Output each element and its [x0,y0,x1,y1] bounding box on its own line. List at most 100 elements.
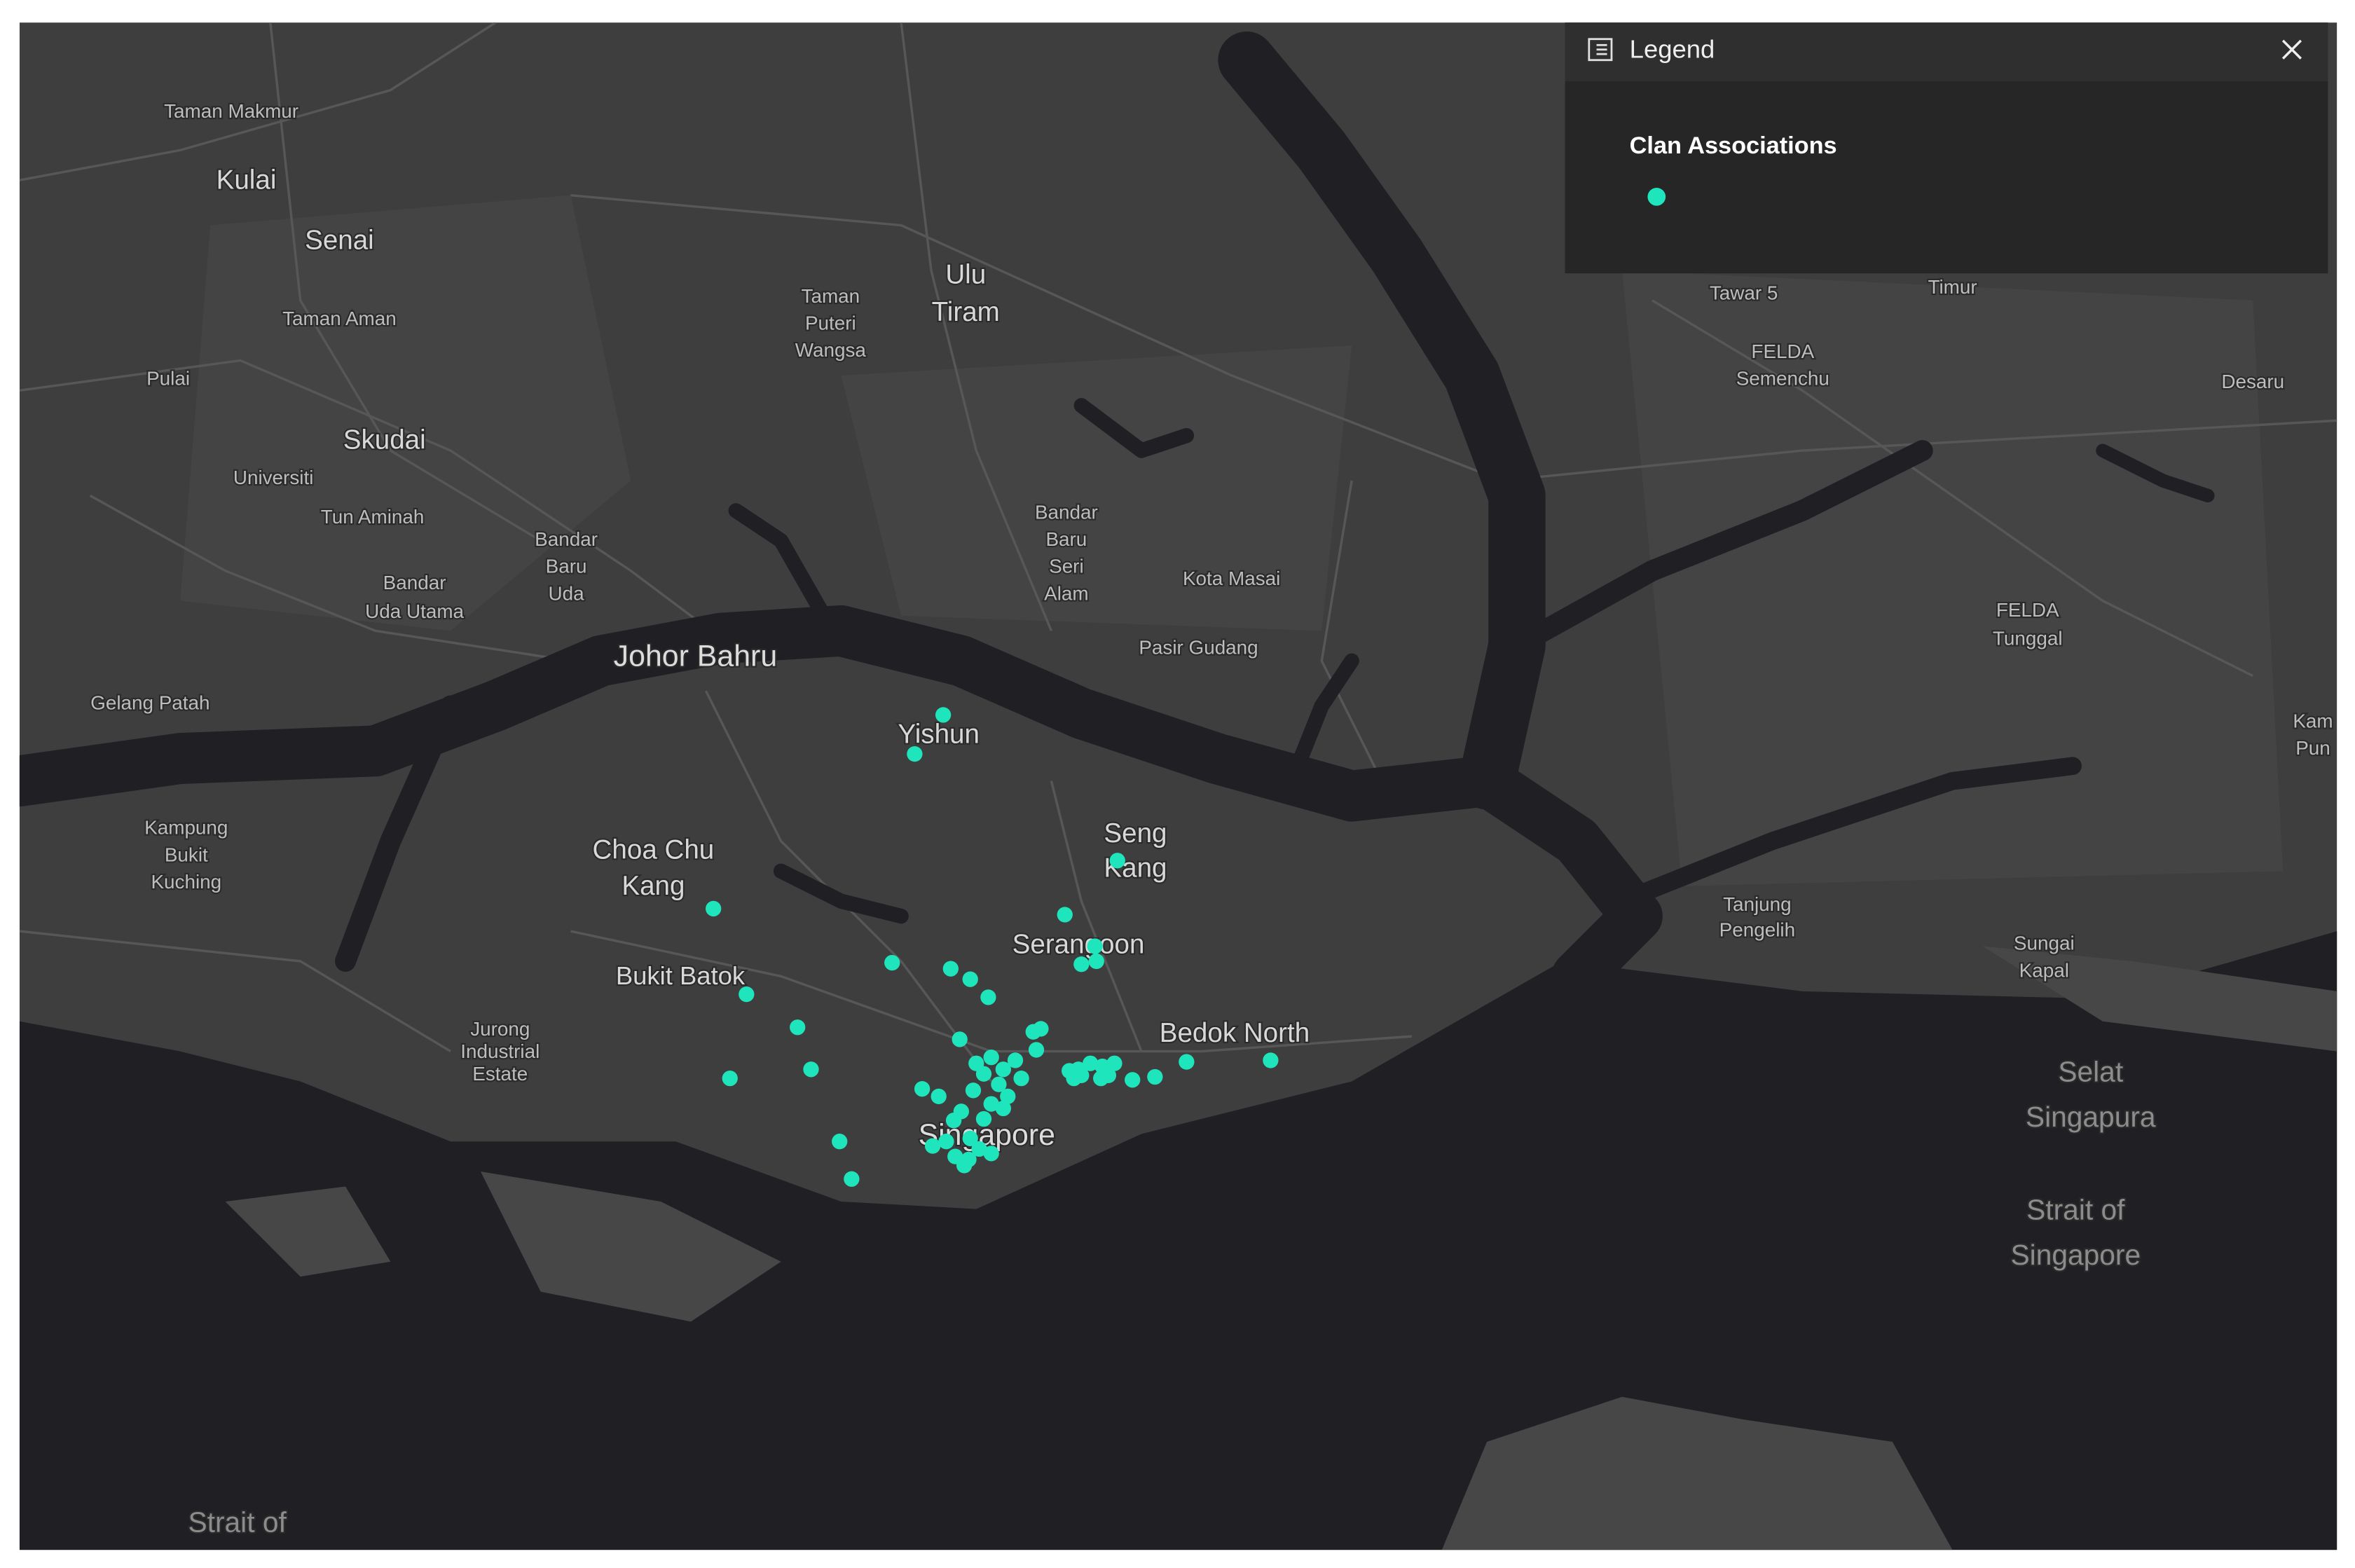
legend-header [1565,22,2328,81]
place-label: Taman [802,285,860,307]
clan-association-point[interactable] [1000,1088,1016,1105]
place-label: Kulai [217,165,277,195]
place-label: Jurong [470,1018,530,1040]
clan-association-point[interactable] [884,954,900,971]
place-label: Singapura [2026,1101,2156,1133]
clan-association-point[interactable] [1066,1071,1082,1087]
clan-association-point[interactable] [971,1141,987,1157]
place-label: FELDA [1996,599,2059,621]
clan-association-point[interactable] [975,1110,992,1127]
basemap [19,22,2337,1550]
clan-association-point[interactable] [942,961,959,977]
legend-close[interactable] [2281,39,2302,60]
place-label: Bukit Batok [616,961,746,990]
clan-association-point[interactable] [995,1100,1012,1117]
clan-association-point[interactable] [1179,1054,1195,1070]
clan-association-point[interactable] [935,707,952,723]
clan-association-point[interactable] [1263,1052,1279,1068]
clan-association-point[interactable] [983,1146,999,1162]
clan-association-point[interactable] [962,971,978,987]
clan-association-point[interactable] [924,1138,941,1154]
place-label: Tanjung [1723,893,1792,915]
clan-association-point[interactable] [706,900,722,917]
clan-association-point[interactable] [1057,907,1073,923]
clan-association-point[interactable] [1028,1042,1045,1058]
clan-association-point[interactable] [983,1050,999,1066]
place-label: Choa Chu [593,835,715,865]
clan-association-point[interactable] [1088,953,1104,970]
legend-icon [1588,38,1613,62]
clan-association-point[interactable] [844,1171,860,1187]
place-label: Kam [2293,710,2333,731]
place-label: Selat [2058,1055,2123,1087]
clan-association-point[interactable] [1093,1071,1109,1087]
legend-body [1565,81,2328,274]
clan-association-point[interactable] [983,1096,999,1112]
place-label: Serangoon [1012,930,1145,960]
place-label: Taman Makmur [164,100,298,122]
clan-association-point[interactable] [945,1113,962,1129]
place-label: Uda [549,582,585,604]
clan-association-point[interactable] [1073,956,1090,972]
place-label: Bandar [383,572,446,593]
place-label: Pun [2295,737,2330,759]
place-label: Uda Utama [365,600,464,622]
waterways [19,32,2215,1002]
clan-association-point[interactable] [1083,1055,1099,1071]
clan-association-point[interactable] [907,745,923,762]
clan-association-point[interactable] [790,1019,806,1036]
clan-association-point[interactable] [1125,1072,1141,1088]
place-labels: Taman Makmur Kulai Senai Taman Aman Pulai Sku… [89,99,2335,1540]
clan-association-point[interactable] [1147,1068,1163,1085]
clan-association-point[interactable] [962,1130,978,1147]
clan-association-point[interactable] [1087,938,1103,954]
place-label: Bandar [535,528,598,550]
place-label: Strait of [188,1506,287,1539]
place-label: Taman Aman [282,308,397,329]
clan-association-point[interactable] [1109,853,1125,869]
place-label: Estate [472,1063,528,1085]
clan-association-point[interactable] [938,1134,954,1150]
roads [19,22,2337,1082]
place-label: Tawar 5 [1710,282,1778,304]
islands [225,946,2337,1550]
place-label: Yishun [898,720,980,750]
clan-association-point[interactable] [722,1071,738,1087]
place-label: Baru [546,556,587,577]
place-label: Industrial [460,1040,540,1062]
place-label: Bukit [165,844,208,865]
clan-association-point[interactable] [914,1081,931,1097]
place-label: Baru [1045,528,1087,550]
clan-association-point[interactable] [965,1082,982,1099]
place-label: Johor Bahru [614,639,777,673]
clan-association-point[interactable] [956,1157,973,1174]
place-label: Senai [305,225,374,255]
place-label: Singapore [2010,1239,2141,1271]
place-label: Kampung [144,817,228,839]
clan-association-point[interactable] [739,986,755,1003]
place-label: Strait of [2026,1194,2125,1226]
clan-association-point[interactable] [1033,1021,1049,1037]
clan-association-point[interactable] [991,1076,1007,1092]
clan-association-point[interactable] [995,1061,1012,1078]
place-label: Tunggal [1993,628,2063,649]
clan-association-point[interactable] [980,989,996,1005]
place-label: Kang [622,871,685,901]
place-label: Gelang Patah [90,692,210,714]
clan-association-point[interactable] [975,1066,992,1082]
place-label: Seng [1104,818,1167,848]
clan-association-point[interactable] [803,1061,819,1078]
clan-association-point[interactable] [1013,1071,1029,1087]
clan-association-point[interactable] [832,1134,848,1150]
clan-association-point[interactable] [1007,1052,1024,1068]
place-label: Puteri [805,312,856,333]
place-label: Kota Masai [1183,568,1280,589]
place-label: Kuching [151,871,221,893]
clan-association-point[interactable] [931,1088,947,1105]
legend-panel: Legend Clan Associations [1565,22,2328,274]
clan-association-point[interactable] [952,1031,968,1047]
place-label: FELDA [1751,341,1814,362]
clan-association-point[interactable] [1106,1055,1122,1071]
